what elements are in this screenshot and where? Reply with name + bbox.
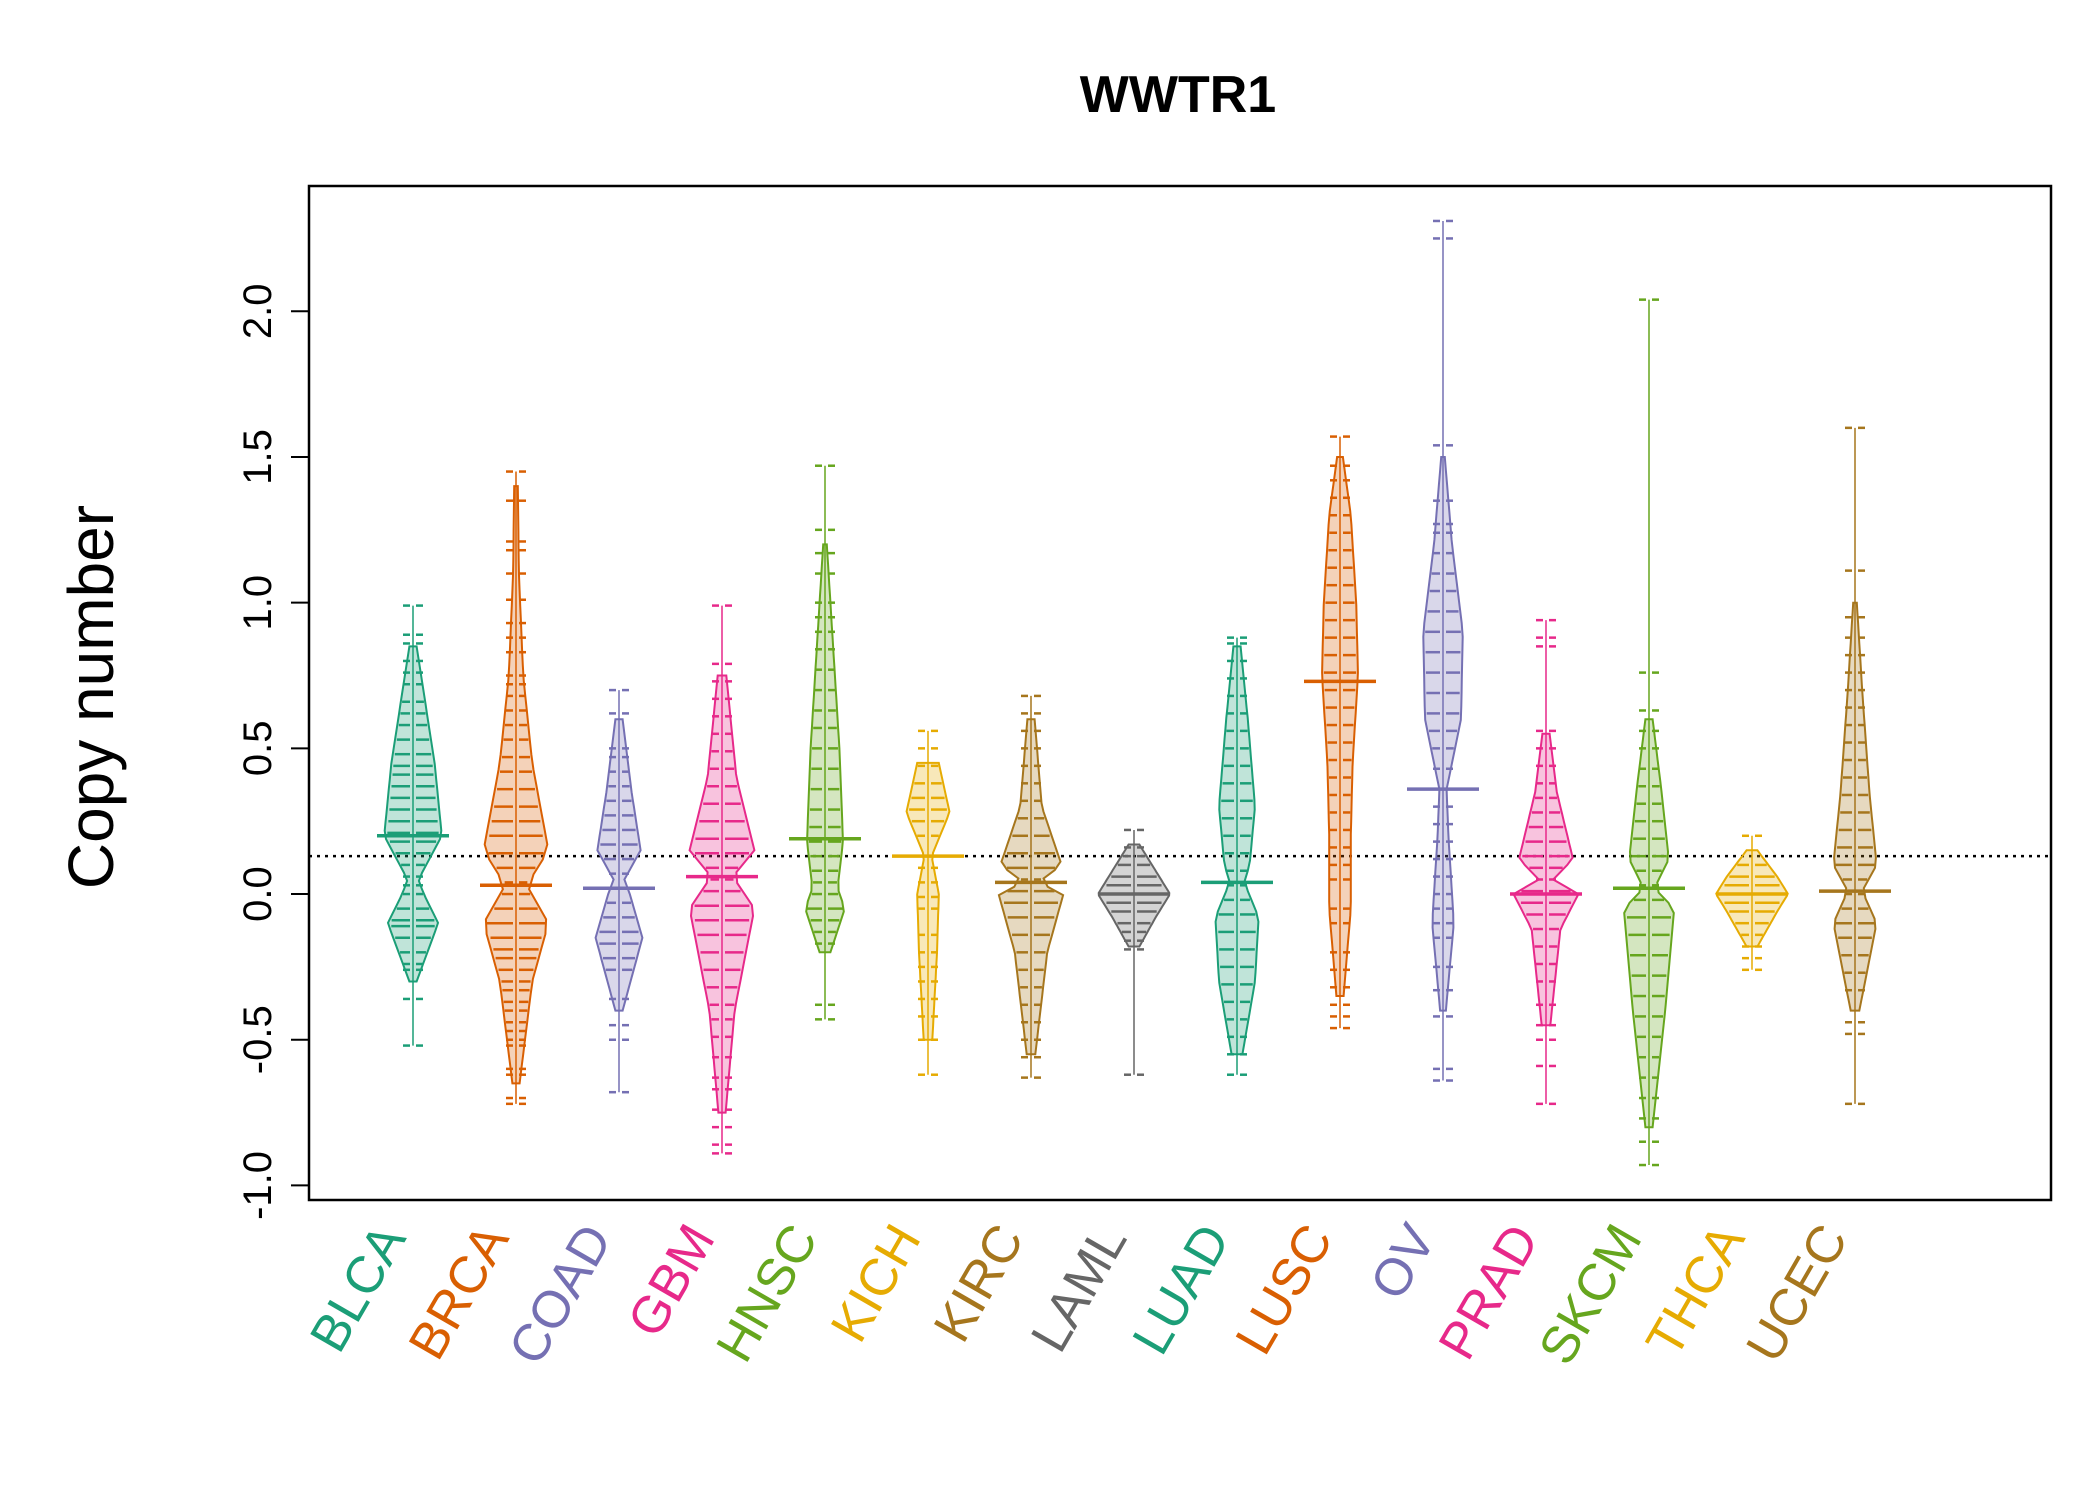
- chart-title: WWTR1: [1080, 66, 1276, 124]
- y-tick-label-6: 2.0: [236, 283, 280, 339]
- bean-KIRC: [995, 694, 1067, 1079]
- bean-UCEC: [1819, 426, 1891, 1106]
- bean-HNSC: [789, 464, 861, 1021]
- bean-LUAD: [1201, 636, 1273, 1076]
- bean-PRAD: [1510, 618, 1582, 1106]
- bean-COAD: [583, 688, 655, 1094]
- bean-THCA: [1715, 834, 1789, 972]
- bean-GBM: [686, 604, 758, 1155]
- y-tick-label-1: -0.5: [236, 1005, 280, 1074]
- plot-area: [309, 219, 2051, 1167]
- bean-SKCM: [1613, 298, 1685, 1167]
- bean-BRCA: [480, 470, 552, 1106]
- y-tick-label-5: 1.5: [236, 429, 280, 485]
- y-tick-label-4: 1.0: [236, 575, 280, 631]
- bean-KICH: [892, 729, 964, 1076]
- bean-BLCA: [377, 604, 449, 1047]
- y-axis-label: Copy number: [55, 505, 127, 889]
- bean-LUSC: [1304, 435, 1376, 1030]
- y-tick-label-0: -1.0: [236, 1151, 280, 1220]
- y-tick-label-2: 0.0: [236, 866, 280, 922]
- bean-OV: [1407, 219, 1479, 1082]
- y-tick-label-3: 0.5: [236, 721, 280, 777]
- bean-LAML: [1097, 828, 1171, 1076]
